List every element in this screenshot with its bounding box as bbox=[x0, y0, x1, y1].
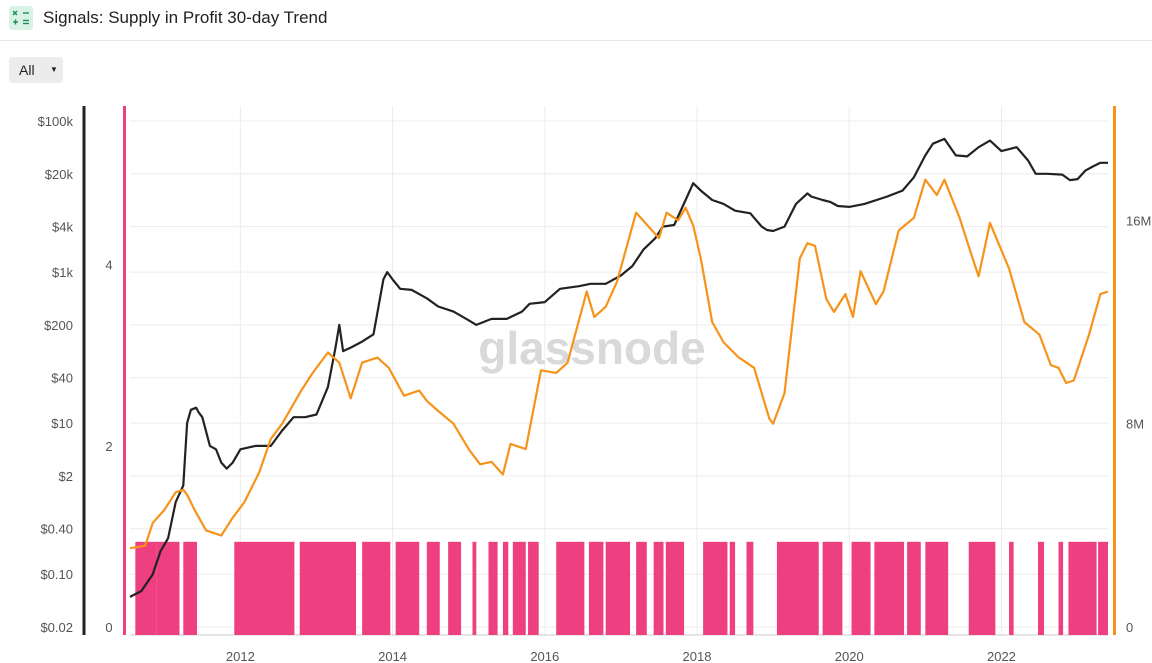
price-tick-label: $0.02 bbox=[40, 620, 73, 635]
x-tick-label: 2022 bbox=[987, 649, 1016, 663]
signal-tick-label: 2 bbox=[105, 439, 112, 454]
signal-bar bbox=[1058, 541, 1064, 635]
chart-tick-labels: $100k $20k $4k $1k $200 $40 $10 $2 $0.40 $0.10 $0.… bbox=[38, 114, 1152, 663]
signal-bar bbox=[746, 541, 754, 635]
supply-tick-label: 16M bbox=[1126, 213, 1151, 228]
price-tick-label: $200 bbox=[44, 318, 73, 333]
signal-bar bbox=[395, 541, 420, 635]
signal-bar bbox=[1009, 541, 1014, 635]
signal-bar bbox=[183, 541, 197, 635]
x-tick-label: 2020 bbox=[835, 649, 864, 663]
signal-bar bbox=[636, 541, 647, 635]
chart-watermark: glassnode bbox=[478, 322, 706, 374]
signal-bar bbox=[362, 541, 391, 635]
price-tick-label: $1k bbox=[52, 265, 73, 280]
price-tick-label: $20k bbox=[45, 167, 74, 182]
signal-bar bbox=[776, 541, 819, 635]
price-tick-label: $0.10 bbox=[40, 567, 73, 582]
signal-bar bbox=[851, 541, 871, 635]
x-tick-label: 2016 bbox=[530, 649, 559, 663]
price-tick-label: $0.40 bbox=[40, 522, 73, 537]
price-tick-label: $2 bbox=[59, 469, 73, 484]
price-series-line bbox=[129, 137, 1108, 598]
x-tick-label: 2014 bbox=[378, 649, 407, 663]
signal-bar bbox=[968, 541, 996, 635]
signal-bar bbox=[605, 541, 631, 635]
signal-tick-label: 0 bbox=[105, 620, 112, 635]
signal-tick-label: 4 bbox=[105, 258, 112, 273]
header-bar: Signals: Supply in Profit 30-day Trend bbox=[0, 0, 1152, 41]
signal-bar bbox=[502, 541, 509, 635]
signal-bar bbox=[448, 541, 462, 635]
signal-bar bbox=[665, 541, 685, 635]
calculator-icon bbox=[9, 6, 33, 30]
signal-bar bbox=[925, 541, 949, 635]
signal-bar bbox=[1068, 541, 1097, 635]
signal-bar bbox=[299, 541, 357, 635]
signal-bar bbox=[588, 541, 604, 635]
price-tick-label: $40 bbox=[51, 371, 73, 386]
signal-bar bbox=[512, 541, 526, 635]
signal-bar bbox=[426, 541, 440, 635]
signal-bars bbox=[135, 541, 1108, 635]
price-tick-label: $10 bbox=[51, 416, 73, 431]
signal-bar bbox=[907, 541, 921, 635]
signal-bar bbox=[703, 541, 728, 635]
page-title: Signals: Supply in Profit 30-day Trend bbox=[43, 8, 328, 27]
caret-down-icon: ▼ bbox=[50, 65, 58, 74]
range-filter-dropdown[interactable]: All ▼ bbox=[9, 57, 63, 83]
signal-bar bbox=[874, 541, 905, 635]
signal-bar bbox=[822, 541, 843, 635]
supply-tick-label: 0 bbox=[1126, 620, 1133, 635]
signal-bar bbox=[234, 541, 295, 635]
supply-series-line bbox=[129, 178, 1109, 550]
signal-bar bbox=[1098, 541, 1108, 635]
price-tick-label: $100k bbox=[38, 114, 74, 129]
supply-tick-label: 8M bbox=[1126, 417, 1144, 432]
signal-bar bbox=[528, 541, 539, 635]
chart-lines bbox=[129, 137, 1109, 598]
signal-bar bbox=[653, 541, 664, 635]
signal-bar bbox=[156, 541, 180, 635]
price-tick-label: $4k bbox=[52, 220, 73, 235]
range-filter-label: All bbox=[19, 62, 35, 78]
signal-bar bbox=[556, 541, 585, 635]
x-tick-label: 2018 bbox=[683, 649, 712, 663]
signal-bar bbox=[488, 541, 498, 635]
signal-bar bbox=[1037, 541, 1045, 635]
x-tick-label: 2012 bbox=[226, 649, 255, 663]
signal-bar bbox=[729, 541, 736, 635]
signal-bar bbox=[472, 541, 477, 635]
signal-bar bbox=[135, 541, 157, 635]
